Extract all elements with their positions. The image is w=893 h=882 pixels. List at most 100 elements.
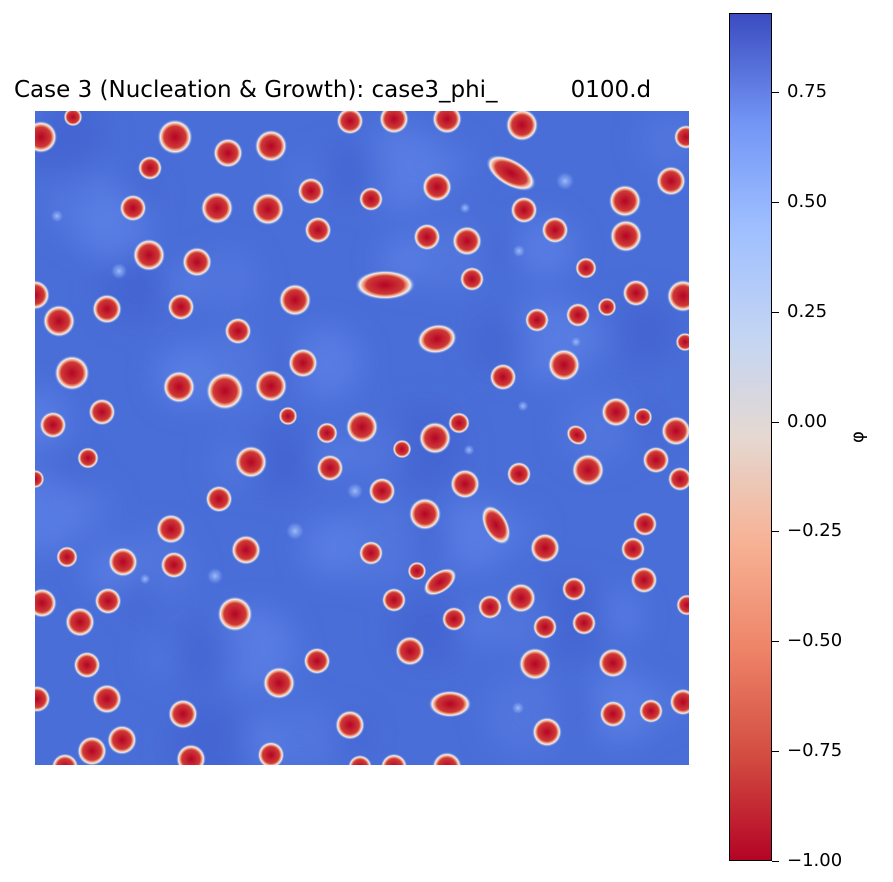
- droplet: [224, 317, 252, 345]
- subcritical-nucleus: [555, 171, 575, 191]
- droplet: [448, 412, 470, 434]
- coalesced-droplet: [417, 323, 457, 355]
- droplet: [510, 196, 538, 224]
- droplet: [541, 216, 569, 244]
- droplet: [505, 111, 539, 142]
- droplet: [532, 614, 558, 640]
- droplet: [73, 651, 101, 679]
- droplet: [432, 111, 462, 134]
- droplet: [336, 111, 364, 135]
- droplet: [622, 279, 650, 307]
- droplet: [530, 533, 560, 563]
- droplet: [642, 446, 670, 474]
- droplet: [156, 514, 186, 544]
- colorbar-label: φ: [847, 431, 869, 443]
- droplet: [182, 247, 212, 277]
- droplet: [620, 536, 646, 562]
- droplet: [297, 177, 325, 205]
- droplet: [278, 283, 312, 317]
- droplet: [56, 546, 78, 568]
- droplet: [675, 332, 689, 352]
- droplet-layer: [35, 111, 689, 765]
- droplet: [599, 700, 627, 728]
- droplet: [35, 685, 51, 713]
- droplet: [335, 710, 365, 740]
- droplet: [597, 297, 617, 317]
- droplet: [518, 647, 552, 681]
- colorbar-tick-label: −0.75: [787, 740, 843, 762]
- droplet: [316, 454, 344, 482]
- subcritical-nucleus: [346, 482, 364, 500]
- colorbar-tick: [772, 641, 779, 643]
- colorbar-tick: [772, 531, 779, 533]
- droplet: [661, 416, 689, 446]
- droplet: [345, 410, 379, 444]
- droplet: [379, 111, 409, 134]
- coalesced-droplet: [423, 568, 457, 596]
- colorbar-tick-label: 0.00: [787, 410, 828, 432]
- droplet: [262, 666, 296, 700]
- droplet: [206, 372, 244, 410]
- droplet: [630, 566, 658, 594]
- coalesced-droplet: [481, 505, 511, 545]
- droplet: [450, 469, 480, 499]
- droplet: [88, 398, 116, 426]
- colorbar-tick-label: −1.00: [787, 850, 843, 871]
- colorbar-tick: [772, 751, 779, 753]
- droplet: [656, 166, 686, 196]
- droplet: [608, 184, 642, 218]
- colorbar-tick: [772, 201, 779, 203]
- subcritical-nucleus: [570, 336, 582, 348]
- droplet: [35, 469, 45, 489]
- droplet: [422, 172, 452, 202]
- droplet: [108, 547, 138, 577]
- colorbar-tick-label: −0.25: [787, 520, 843, 542]
- subcritical-nucleus: [512, 244, 526, 258]
- coalesced-droplet: [566, 424, 588, 446]
- droplet: [316, 422, 338, 444]
- droplet: [532, 717, 562, 747]
- droplet: [77, 447, 99, 469]
- colorbar-tick: [772, 861, 779, 862]
- droplet: [565, 302, 591, 328]
- droplet: [489, 363, 517, 391]
- droplet: [205, 485, 233, 513]
- droplet: [51, 753, 79, 765]
- subcritical-nucleus: [511, 701, 525, 715]
- droplet: [413, 223, 441, 251]
- droplet: [137, 155, 163, 181]
- droplet: [459, 266, 485, 292]
- droplet: [251, 192, 285, 226]
- droplet: [571, 610, 597, 636]
- colorbar-tick-label: 0.75: [787, 81, 828, 103]
- subcritical-nucleus: [50, 209, 64, 223]
- droplet: [561, 576, 587, 602]
- droplet: [42, 304, 76, 338]
- subcritical-nucleus: [463, 444, 475, 456]
- droplet: [160, 551, 188, 579]
- droplet: [35, 588, 57, 618]
- subcritical-nucleus: [517, 400, 529, 412]
- coalesced-droplet: [428, 690, 472, 718]
- colorbar-tick-label: −0.50: [787, 630, 843, 652]
- droplet: [288, 348, 318, 378]
- droplet: [54, 355, 90, 391]
- subcritical-nucleus: [139, 573, 151, 585]
- droplet: [381, 587, 407, 613]
- droplet: [348, 754, 372, 765]
- droplet: [633, 407, 653, 427]
- droplet: [168, 699, 198, 729]
- droplet: [380, 753, 408, 765]
- droplet: [254, 129, 288, 163]
- colorbar-tick: [772, 311, 779, 313]
- droplet: [213, 138, 243, 168]
- chart-title: Case 3 (Nucleation & Growth): case3_phi_…: [14, 77, 652, 103]
- droplet: [132, 238, 166, 272]
- droplet: [65, 607, 95, 637]
- droplet: [395, 636, 425, 666]
- subcritical-nucleus: [110, 262, 128, 280]
- droplet: [92, 294, 122, 324]
- droplet: [157, 119, 193, 155]
- droplet: [231, 535, 261, 565]
- droplet: [358, 186, 384, 212]
